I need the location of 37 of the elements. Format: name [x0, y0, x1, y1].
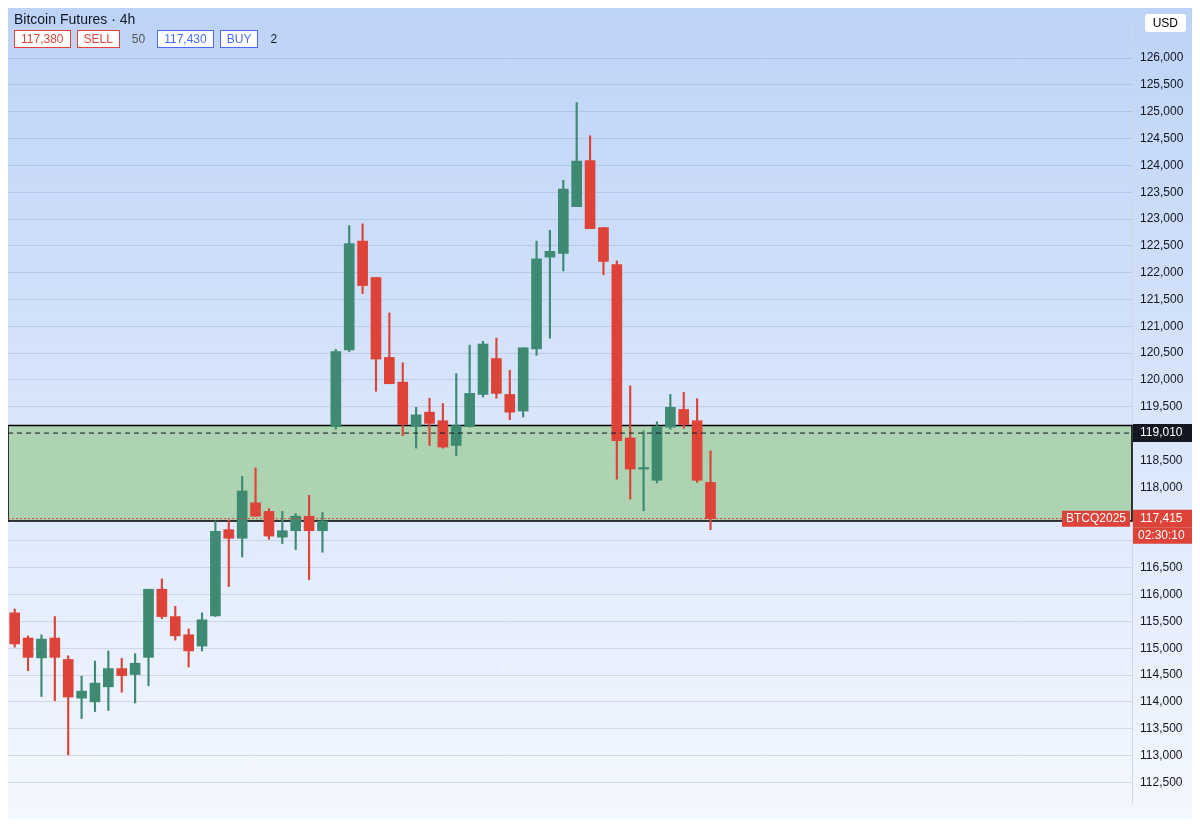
- y-tick-label: 124,500: [1140, 130, 1184, 145]
- y-tick-label: 123,000: [1140, 211, 1184, 226]
- y-tick-label: 122,500: [1140, 238, 1184, 253]
- annotation: SELL: [76, 30, 120, 48]
- y-tick-label: 124,000: [1140, 157, 1184, 172]
- y-tick-label: 119,500: [1140, 399, 1183, 414]
- chart-title: Bitcoin Futures · 4h: [14, 11, 137, 27]
- y-tick-label: 112,500: [1140, 774, 1183, 789]
- y-tick-label: 118,500: [1140, 452, 1183, 467]
- annotation: 50: [130, 31, 147, 47]
- y-tick-label: 113,500: [1140, 721, 1183, 735]
- y-tick-label: 113,000: [1140, 747, 1183, 762]
- y-tick-label: 118,000: [1140, 479, 1183, 494]
- y-tick-label: 121,500: [1140, 291, 1184, 306]
- y-tick-label: 114,000: [1140, 694, 1183, 709]
- y-tick-label: 121,000: [1140, 318, 1184, 333]
- annotation: 117,430: [157, 30, 214, 48]
- y-tick-label: 126,000: [1140, 50, 1184, 65]
- annotation: 2: [269, 31, 279, 47]
- ref-line-label: 119,010: [1140, 425, 1183, 440]
- y-tick-label: 125,000: [1140, 104, 1184, 119]
- ref-line-label: 117,415: [1140, 510, 1183, 525]
- y-tick-label: 125,500: [1140, 77, 1184, 92]
- y-tick-label: 114,500: [1140, 667, 1183, 682]
- y-tick-label: 123,500: [1140, 184, 1184, 199]
- annotation: 117,380: [14, 30, 71, 48]
- y-tick-label: 120,500: [1140, 345, 1184, 360]
- y-tick-label: 120,000: [1140, 372, 1184, 387]
- annotation: BTCQ2025: [1065, 510, 1127, 525]
- y-tick-label: 116,500: [1140, 560, 1183, 575]
- text: USD: [1152, 16, 1178, 30]
- y-tick-label: 115,000: [1140, 640, 1183, 655]
- text: 02:30:10: [1138, 527, 1186, 542]
- y-tick-label: 122,000: [1140, 264, 1184, 279]
- y-tick-label: 116,000: [1140, 586, 1183, 601]
- y-tick-label: 115,500: [1140, 613, 1183, 628]
- annotation: BUY: [219, 30, 259, 48]
